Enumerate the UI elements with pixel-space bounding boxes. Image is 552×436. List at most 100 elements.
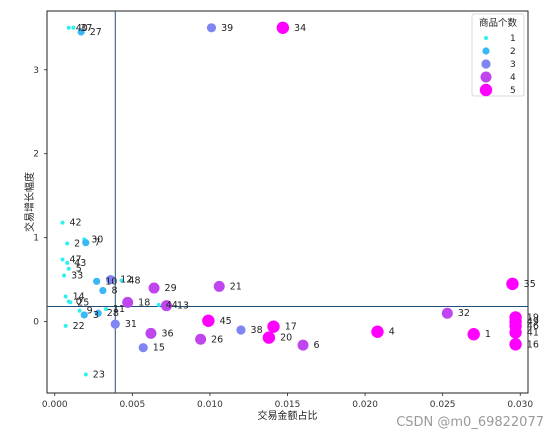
data-point bbox=[122, 296, 134, 308]
data-point bbox=[94, 309, 102, 317]
data-point-label: 10 bbox=[105, 276, 117, 287]
y-tick-label: 1 bbox=[33, 234, 39, 244]
x-tick-label: 0.030 bbox=[507, 400, 533, 410]
data-point bbox=[63, 323, 68, 328]
data-point bbox=[77, 308, 82, 313]
data-point-label: 12 bbox=[120, 275, 132, 286]
data-point bbox=[145, 327, 157, 339]
data-point-label: 33 bbox=[71, 270, 83, 281]
data-point-label: 2 bbox=[74, 239, 80, 250]
x-tick-label: 0.020 bbox=[352, 400, 378, 410]
x-tick-label: 0.015 bbox=[275, 400, 301, 410]
x-axis-title: 交易金额占比 bbox=[258, 409, 318, 422]
data-point bbox=[138, 343, 148, 353]
data-point-label: 34 bbox=[294, 23, 306, 34]
data-point-label: 47 bbox=[70, 255, 82, 266]
data-point bbox=[99, 286, 107, 295]
data-point-label: 39 bbox=[221, 23, 233, 34]
data-point-label: 22 bbox=[73, 321, 85, 332]
data-point-label: 35 bbox=[524, 279, 536, 290]
data-point bbox=[66, 299, 71, 304]
data-point-label: 27 bbox=[90, 27, 102, 38]
data-point-label: 3 bbox=[93, 310, 99, 321]
legend: 商品个数 1 2 3 4 5 bbox=[471, 13, 525, 97]
legend-title: 商品个数 bbox=[479, 17, 518, 29]
data-point-label: 4 bbox=[389, 327, 395, 338]
data-point-label: 0 bbox=[76, 296, 82, 307]
data-point bbox=[160, 300, 172, 312]
data-point-label: 1 bbox=[485, 329, 491, 340]
legend-marker bbox=[482, 47, 490, 55]
data-point bbox=[262, 331, 276, 344]
data-point-label: 19 bbox=[527, 312, 539, 323]
data-point-label: 9 bbox=[87, 306, 93, 317]
legend-marker bbox=[481, 59, 491, 69]
data-point-label: 11 bbox=[113, 304, 125, 315]
data-point bbox=[106, 275, 116, 285]
data-point bbox=[467, 328, 480, 341]
data-point bbox=[60, 220, 65, 225]
data-point bbox=[506, 277, 519, 291]
data-point-label: 18 bbox=[138, 297, 150, 308]
y-axis-title: 交易增长幅度 bbox=[23, 172, 36, 232]
x-tick-label: 0.010 bbox=[197, 400, 223, 410]
data-point-label: 32 bbox=[458, 308, 470, 319]
x-tick-label: 0.005 bbox=[119, 400, 145, 410]
y-tick-label: 2 bbox=[33, 150, 39, 160]
data-point bbox=[148, 282, 160, 294]
data-point bbox=[63, 294, 68, 299]
data-point bbox=[103, 307, 108, 312]
data-point bbox=[119, 278, 124, 283]
data-point-label: 6 bbox=[314, 340, 320, 351]
data-point-label: 38 bbox=[251, 325, 263, 336]
data-point bbox=[110, 319, 120, 329]
data-point-label: 14 bbox=[73, 291, 85, 302]
data-point bbox=[509, 338, 522, 351]
legend-marker bbox=[480, 71, 492, 83]
data-point-label: 21 bbox=[230, 281, 242, 292]
data-point-label: 43 bbox=[74, 258, 86, 269]
data-point-label: 44 bbox=[166, 300, 178, 311]
data-point bbox=[195, 333, 207, 345]
data-point bbox=[202, 314, 215, 327]
legend-entry-label: 2 bbox=[510, 47, 516, 57]
data-point bbox=[206, 23, 217, 33]
data-point bbox=[83, 372, 88, 377]
legend-entry-label: 4 bbox=[510, 73, 516, 83]
watermark-text: CSDN @m0_69822077 bbox=[396, 415, 544, 430]
data-point-label: 16 bbox=[527, 339, 539, 350]
data-point-label: 17 bbox=[285, 322, 297, 333]
data-point bbox=[236, 325, 246, 335]
legend-entry-label: 3 bbox=[510, 60, 516, 70]
legend-entry-label: 1 bbox=[510, 34, 516, 44]
data-point-label: 5 bbox=[76, 264, 82, 275]
data-point-label: 13 bbox=[177, 301, 189, 312]
data-point-label: 7 bbox=[94, 238, 100, 249]
data-point-label: 30 bbox=[91, 234, 103, 245]
y-tick-label: 0 bbox=[33, 318, 39, 328]
data-point bbox=[509, 326, 522, 339]
x-tick-label: 0.000 bbox=[42, 400, 68, 410]
data-point-label: 25 bbox=[77, 297, 89, 308]
data-point-label: 37 bbox=[80, 23, 92, 34]
data-point-label: 40 bbox=[76, 23, 88, 34]
data-point-label: 28 bbox=[107, 308, 119, 319]
data-point bbox=[80, 311, 88, 319]
legend-marker bbox=[479, 83, 493, 97]
data-point-label: 29 bbox=[165, 283, 177, 294]
data-point-label: 23 bbox=[93, 370, 105, 381]
data-point-label: 45 bbox=[220, 316, 232, 327]
data-point-label: 46 bbox=[527, 321, 539, 332]
legend-marker bbox=[484, 36, 488, 40]
data-point bbox=[66, 266, 71, 271]
data-point bbox=[65, 260, 70, 265]
data-point-label: 41 bbox=[527, 328, 539, 339]
data-point bbox=[71, 25, 76, 30]
data-point bbox=[156, 302, 161, 307]
data-point-label: 20 bbox=[280, 333, 292, 344]
data-point bbox=[66, 25, 71, 30]
data-point bbox=[77, 28, 85, 36]
data-point-label: 49 bbox=[527, 317, 539, 328]
data-point-label: 42 bbox=[70, 218, 82, 229]
